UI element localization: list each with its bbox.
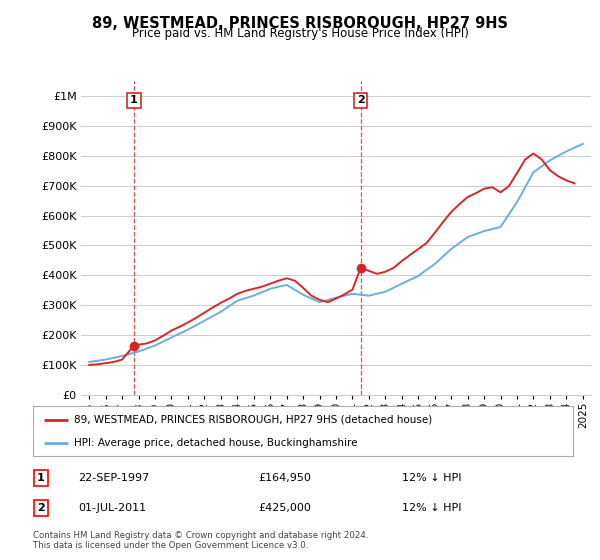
Text: HPI: Average price, detached house, Buckinghamshire: HPI: Average price, detached house, Buck… [74,438,357,448]
Text: 01-JUL-2011: 01-JUL-2011 [78,503,146,513]
Text: £425,000: £425,000 [258,503,311,513]
Text: Contains HM Land Registry data © Crown copyright and database right 2024.
This d: Contains HM Land Registry data © Crown c… [33,531,368,550]
Text: 1: 1 [37,473,44,483]
Text: 2: 2 [37,503,44,513]
Text: 1: 1 [130,95,138,105]
Text: 12% ↓ HPI: 12% ↓ HPI [402,503,461,513]
Text: 2: 2 [357,95,365,105]
Text: 89, WESTMEAD, PRINCES RISBOROUGH, HP27 9HS (detached house): 89, WESTMEAD, PRINCES RISBOROUGH, HP27 9… [74,414,432,424]
Text: £164,950: £164,950 [258,473,311,483]
Text: 12% ↓ HPI: 12% ↓ HPI [402,473,461,483]
Text: 22-SEP-1997: 22-SEP-1997 [78,473,149,483]
Text: Price paid vs. HM Land Registry's House Price Index (HPI): Price paid vs. HM Land Registry's House … [131,27,469,40]
Text: 89, WESTMEAD, PRINCES RISBOROUGH, HP27 9HS: 89, WESTMEAD, PRINCES RISBOROUGH, HP27 9… [92,16,508,31]
